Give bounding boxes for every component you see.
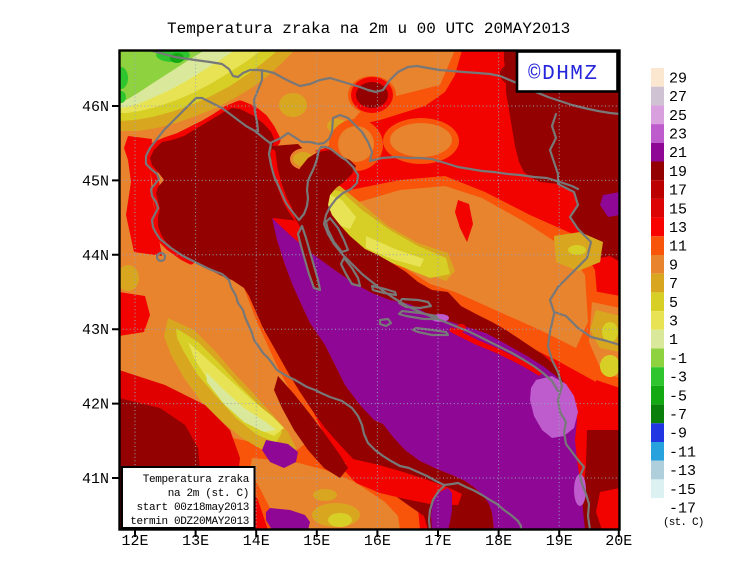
svg-text:20E: 20E xyxy=(605,533,632,550)
svg-text:13: 13 xyxy=(669,220,687,237)
svg-text:19: 19 xyxy=(669,164,687,181)
svg-text:-3: -3 xyxy=(669,370,687,387)
svg-text:-9: -9 xyxy=(669,426,687,443)
svg-text:43N: 43N xyxy=(82,322,109,339)
svg-text:-7: -7 xyxy=(669,407,687,424)
svg-text:Temperatura zraka: Temperatura zraka xyxy=(143,474,250,486)
svg-text:5: 5 xyxy=(669,295,678,312)
svg-text:-5: -5 xyxy=(669,388,687,405)
svg-text:17E: 17E xyxy=(424,533,451,550)
svg-text:27: 27 xyxy=(669,89,687,106)
svg-text:44N: 44N xyxy=(82,248,109,265)
svg-text:3: 3 xyxy=(669,314,678,331)
svg-text:16E: 16E xyxy=(364,533,391,550)
svg-text:1: 1 xyxy=(669,332,678,349)
svg-text:14E: 14E xyxy=(243,533,270,550)
svg-text:9: 9 xyxy=(669,257,678,274)
svg-text:45N: 45N xyxy=(82,173,109,190)
svg-text:25: 25 xyxy=(669,108,687,125)
svg-text:18E: 18E xyxy=(485,533,512,550)
svg-text:7: 7 xyxy=(669,276,678,293)
svg-text:46N: 46N xyxy=(82,99,109,116)
svg-text:(st. C): (st. C) xyxy=(663,517,704,529)
svg-text:15: 15 xyxy=(669,201,687,218)
svg-text:41N: 41N xyxy=(82,471,109,488)
svg-text:23: 23 xyxy=(669,127,687,144)
svg-text:start 00z18may2013: start 00z18may2013 xyxy=(136,502,249,514)
svg-text:42N: 42N xyxy=(82,397,109,414)
svg-text:21: 21 xyxy=(669,145,687,162)
svg-text:-11: -11 xyxy=(669,444,696,461)
svg-text:-15: -15 xyxy=(669,482,696,499)
svg-text:17: 17 xyxy=(669,183,687,200)
svg-text:11: 11 xyxy=(669,239,687,256)
svg-text:Temperatura zraka na 2m u 00 U: Temperatura zraka na 2m u 00 UTC 20MAY20… xyxy=(167,20,570,38)
svg-text:12E: 12E xyxy=(121,533,148,550)
svg-text:termin 0DZ20MAY2013: termin 0DZ20MAY2013 xyxy=(130,516,249,528)
svg-text:na 2m (st. C): na 2m (st. C) xyxy=(168,488,249,500)
svg-text:19E: 19E xyxy=(546,533,573,550)
svg-text:-1: -1 xyxy=(669,351,687,368)
svg-text:-13: -13 xyxy=(669,463,696,480)
svg-text:29: 29 xyxy=(669,70,687,87)
svg-text:©DHMZ: ©DHMZ xyxy=(528,63,599,86)
svg-text:-17: -17 xyxy=(669,501,696,518)
svg-text:15E: 15E xyxy=(303,533,330,550)
svg-text:13E: 13E xyxy=(182,533,209,550)
